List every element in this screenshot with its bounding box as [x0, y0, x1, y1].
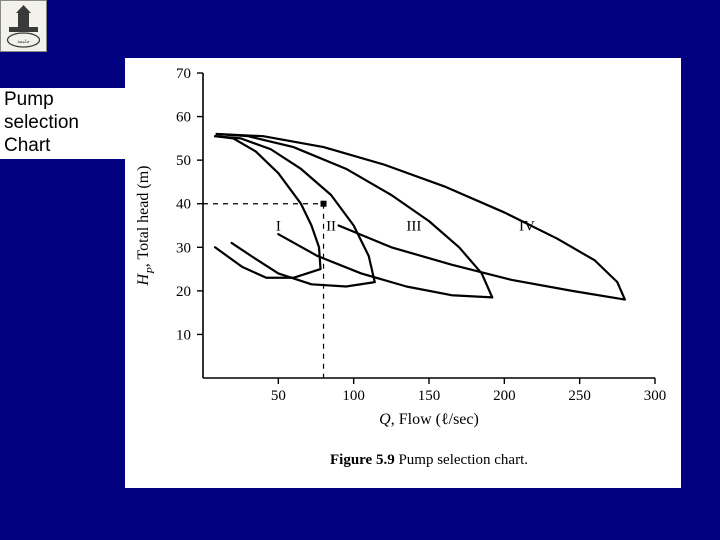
y-tick-label: 10: [176, 327, 191, 343]
title-line2: selection: [4, 112, 79, 133]
region-curve-I: [215, 136, 320, 278]
y-tick-label: 70: [176, 66, 191, 82]
institution-logo: جامعة: [0, 0, 47, 52]
title-line1: Pump: [4, 89, 54, 110]
operating-point: [321, 201, 327, 207]
x-axis-label: Q, Flow (ℓ/sec): [379, 411, 479, 428]
slide-title: Pump selection Chart: [0, 88, 133, 159]
svg-text:جامعة: جامعة: [17, 39, 29, 45]
y-tick-label: 30: [176, 240, 191, 256]
region-label: IV: [519, 219, 535, 235]
region-label: III: [406, 219, 421, 235]
x-tick-label: 300: [644, 388, 667, 404]
region-curve-IV: [217, 134, 625, 300]
title-line3: Chart: [4, 135, 50, 156]
x-tick-label: 100: [342, 388, 365, 404]
x-tick-label: 250: [568, 388, 591, 404]
x-tick-label: 200: [493, 388, 516, 404]
y-tick-label: 50: [176, 153, 191, 169]
y-tick-label: 60: [176, 110, 191, 126]
x-tick-label: 50: [271, 388, 286, 404]
figure-caption: Figure 5.9 Pump selection chart.: [330, 452, 528, 468]
y-tick-label: 20: [176, 284, 191, 300]
region-label: II: [326, 219, 336, 235]
region-label: I: [276, 219, 281, 235]
pump-selection-chart: 10 20 30 40 50 60 70 50 100 150 200 250 300 Q, Flow (…: [125, 58, 681, 488]
y-axis-label: HP, Total head (m): [135, 166, 157, 287]
y-tick-label: 40: [176, 197, 191, 213]
x-tick-label: 150: [418, 388, 441, 404]
